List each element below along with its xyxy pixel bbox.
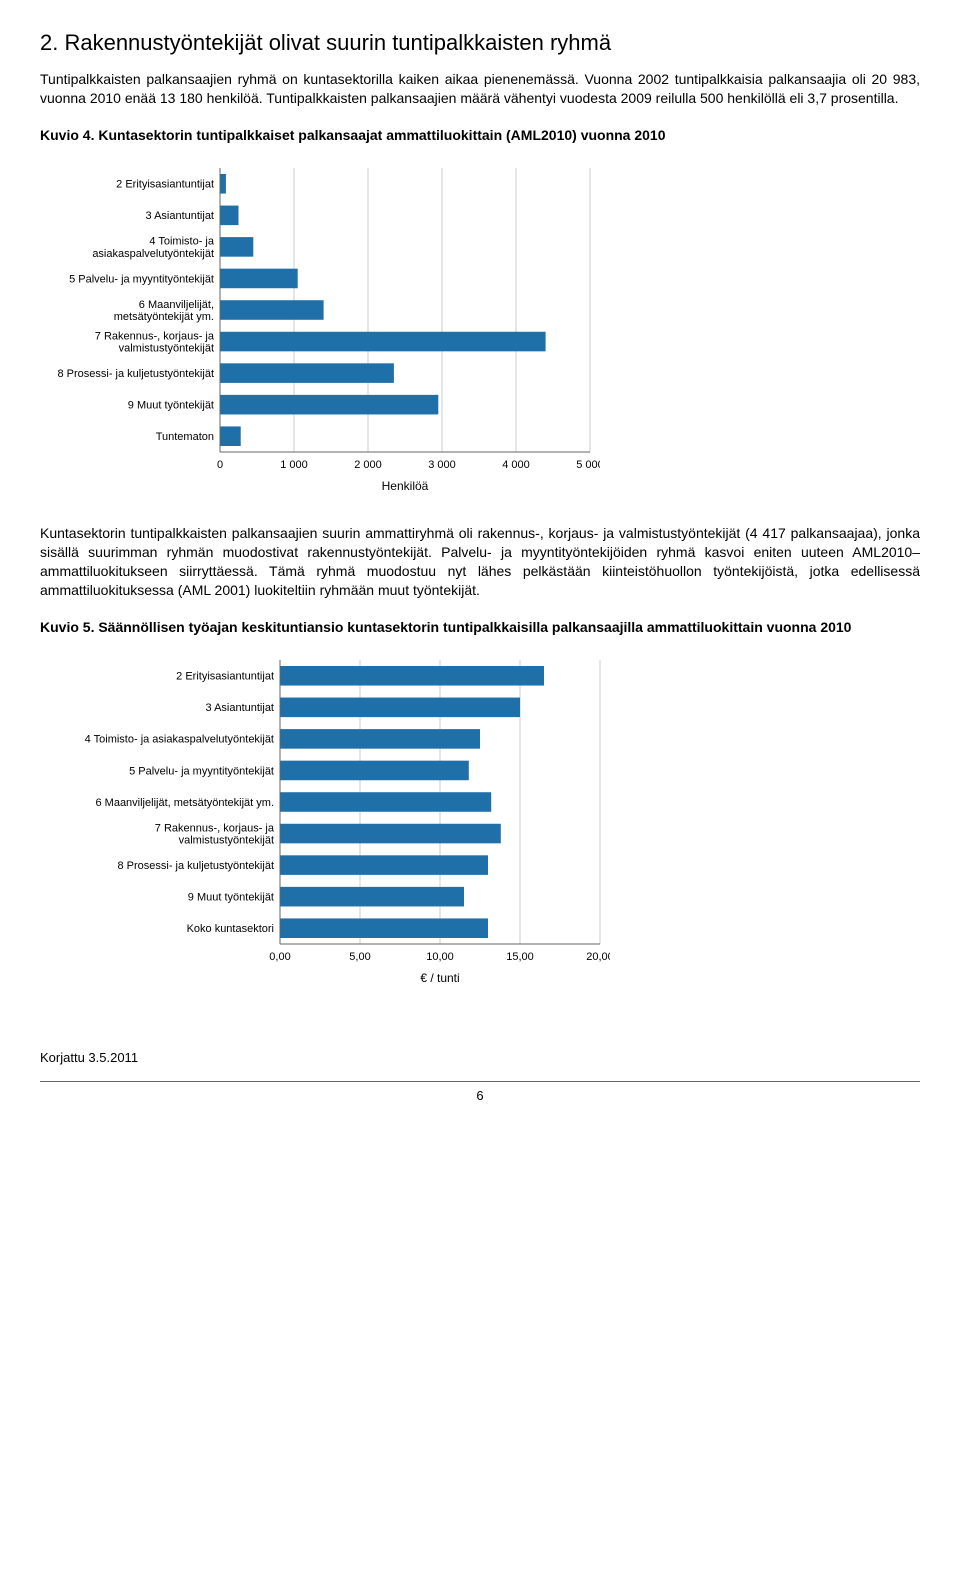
paragraph-2: Kuntasektorin tuntipalkkaisten palkansaa… [40,524,920,600]
svg-text:9 Muut työntekijät: 9 Muut työntekijät [188,891,274,903]
figure5-chart: 0,00 5,00 10,00 15,00 20,00 2 Erityisasiantun… [40,650,920,990]
svg-text:10,00: 10,00 [426,951,454,963]
svg-text:4 Toimisto- ja: 4 Toimisto- ja [149,236,214,248]
svg-text:15,00: 15,00 [506,951,534,963]
figure5-caption: Kuvio 5. Säännöllisen työajan keskitunti… [40,618,920,636]
page-number: 6 [40,1081,920,1103]
svg-text:7 Rakennus-, korjaus- ja: 7 Rakennus-, korjaus- ja [155,822,275,834]
corrected-note: Korjattu 3.5.2011 [40,1050,920,1065]
svg-text:3 000: 3 000 [428,459,456,471]
svg-text:0: 0 [217,459,223,471]
svg-text:2 Erityisasiantuntijat: 2 Erityisasiantuntijat [116,179,214,191]
svg-text:1 000: 1 000 [280,459,308,471]
svg-text:2 000: 2 000 [354,459,382,471]
svg-text:8 Prosessi- ja kuljetustyöntek: 8 Prosessi- ja kuljetustyöntekijät [57,368,214,380]
svg-text:7 Rakennus-, korjaus- ja: 7 Rakennus-, korjaus- ja [95,330,215,342]
paragraph-1: Tuntipalkkaisten palkansaajien ryhmä on … [40,70,920,108]
svg-text:valmistustyöntekijät: valmistustyöntekijät [119,342,214,354]
svg-text:5 Palvelu- ja myyntityöntekijä: 5 Palvelu- ja myyntityöntekijät [69,273,214,285]
svg-text:8 Prosessi- ja kuljetustyöntek: 8 Prosessi- ja kuljetustyöntekijät [117,860,274,872]
svg-text:3 Asiantuntijat: 3 Asiantuntijat [206,702,275,714]
svg-text:5,00: 5,00 [349,951,370,963]
svg-text:6 Maanviljelijät, metsätyöntek: 6 Maanviljelijät, metsätyöntekijät ym. [95,797,274,809]
svg-text:20,00: 20,00 [586,951,610,963]
svg-text:0,00: 0,00 [269,951,290,963]
svg-text:Koko kuntasektori: Koko kuntasektori [187,923,274,935]
svg-text:Tuntematon: Tuntematon [156,431,214,443]
svg-text:4 Toimisto- ja asiakaspalvelut: 4 Toimisto- ja asiakaspalvelutyöntekijät [85,733,274,745]
svg-text:9 Muut työntekijät: 9 Muut työntekijät [128,399,214,411]
svg-text:€ / tunti: € / tunti [420,971,459,985]
svg-text:5 Palvelu- ja myyntityöntekijä: 5 Palvelu- ja myyntityöntekijät [129,765,274,777]
figure4-caption: Kuvio 4. Kuntasektorin tuntipalkkaiset p… [40,126,920,144]
svg-text:5 000: 5 000 [576,459,600,471]
svg-text:2 Erityisasiantuntijat: 2 Erityisasiantuntijat [176,670,274,682]
svg-text:metsätyöntekijät ym.: metsätyöntekijät ym. [114,311,214,323]
svg-text:valmistustyöntekijät: valmistustyöntekijät [179,834,274,846]
svg-text:6 Maanviljelijät,: 6 Maanviljelijät, [139,299,214,311]
svg-text:3 Asiantuntijat: 3 Asiantuntijat [146,210,215,222]
svg-text:asiakaspalvelutyöntekijät: asiakaspalvelutyöntekijät [92,248,214,260]
svg-text:Henkilöä: Henkilöä [382,479,429,493]
svg-text:4 000: 4 000 [502,459,530,471]
section-title: 2. Rakennustyöntekijät olivat suurin tun… [40,30,920,56]
figure4-chart: 0 1 000 2 000 3 000 4 000 5 000 2 Erityisasian… [40,158,920,498]
